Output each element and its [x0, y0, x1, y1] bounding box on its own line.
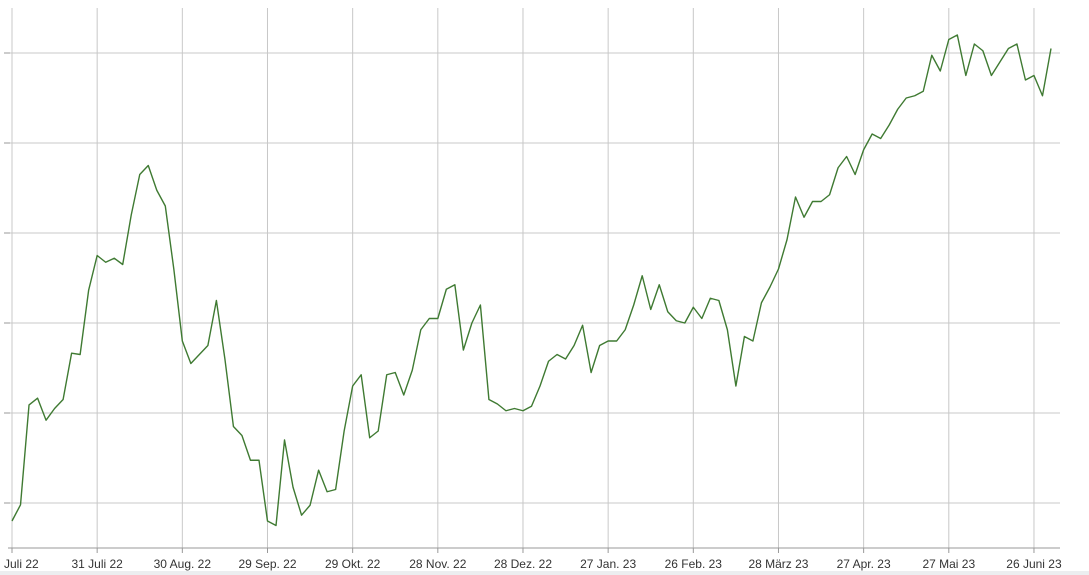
- bottom-strip: [0, 571, 1089, 575]
- x-tick-label: 30 Aug. 22: [154, 557, 212, 571]
- x-tick-label: 27 Mai 23: [922, 557, 975, 571]
- x-tick-label: 28 Dez. 22: [494, 557, 552, 571]
- x-tick-label: 26 Feb. 23: [665, 557, 723, 571]
- x-tick-label: 29 Okt. 22: [325, 557, 381, 571]
- x-tick-label: 27 Apr. 23: [837, 557, 891, 571]
- x-tick-label: 29 Sep. 22: [238, 557, 296, 571]
- x-tick-label: 26 Juni 23: [1006, 557, 1062, 571]
- x-tick-label: Juli 22: [4, 557, 39, 571]
- x-tick-label: 31 Juli 22: [71, 557, 123, 571]
- x-tick-label: 28 Nov. 22: [409, 557, 466, 571]
- x-tick-label: 27 Jan. 23: [580, 557, 636, 571]
- line-series: [11, 34, 1052, 527]
- x-tick-label: 28 März 23: [748, 557, 808, 571]
